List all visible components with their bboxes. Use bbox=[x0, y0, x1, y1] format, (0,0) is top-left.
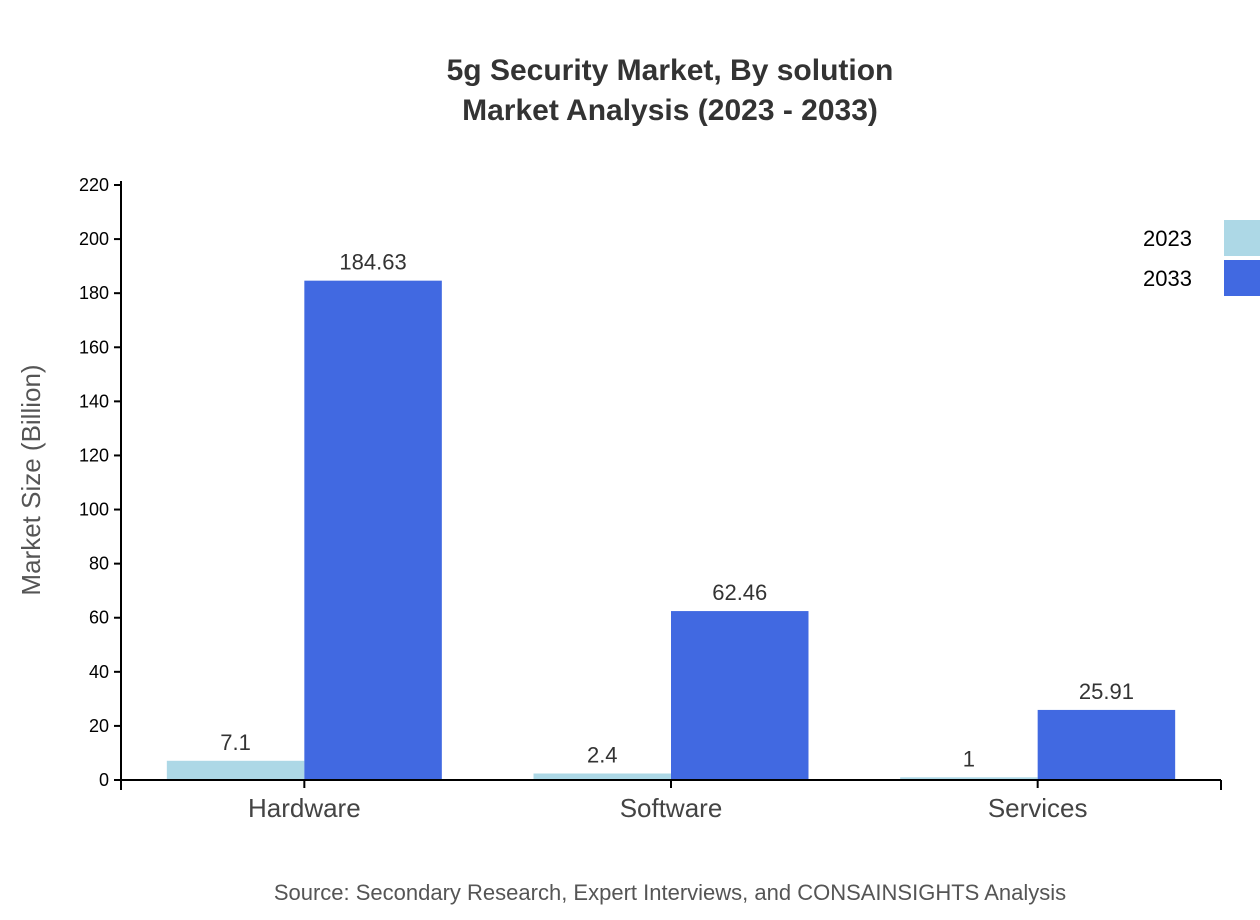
x-tick-label: Software bbox=[620, 793, 723, 823]
legend-label: 2033 bbox=[1143, 266, 1192, 291]
y-tick-label: 40 bbox=[89, 662, 109, 682]
data-label: 184.63 bbox=[339, 250, 406, 275]
data-label: 7.1 bbox=[220, 730, 251, 755]
y-axis: 0 20 40 60 80 100 120 140 160 180 200 220 bbox=[79, 175, 122, 790]
x-axis: Hardware Software Services bbox=[120, 779, 1222, 823]
bar-2033-hardware bbox=[304, 280, 442, 780]
y-tick-label: 80 bbox=[89, 554, 109, 574]
y-tick-label: 180 bbox=[79, 283, 109, 303]
data-label: 2.4 bbox=[587, 743, 618, 768]
y-tick-label: 140 bbox=[79, 391, 109, 411]
data-label: 62.46 bbox=[712, 580, 767, 605]
y-tick-label: 60 bbox=[89, 608, 109, 628]
y-axis-title: Market Size (Billion) bbox=[16, 364, 46, 595]
y-tick-label: 120 bbox=[79, 445, 109, 465]
x-tick-label: Services bbox=[988, 793, 1088, 823]
bar-2023-software bbox=[533, 773, 671, 780]
source-note: Source: Secondary Research, Expert Inter… bbox=[274, 880, 1066, 905]
bar-2033-software bbox=[671, 611, 809, 780]
chart-title: 5g Security Market, By solution bbox=[447, 54, 894, 87]
legend-label: 2023 bbox=[1143, 226, 1192, 251]
y-tick-label: 220 bbox=[79, 175, 109, 195]
chart-subtitle: Market Analysis (2023 - 2033) bbox=[462, 94, 878, 127]
y-tick-label: 0 bbox=[99, 770, 109, 790]
y-tick-label: 160 bbox=[79, 337, 109, 357]
y-tick-label: 200 bbox=[79, 229, 109, 249]
legend: 2023 2033 bbox=[1143, 220, 1260, 296]
y-tick-label: 100 bbox=[79, 500, 109, 520]
bar-2023-hardware bbox=[166, 760, 305, 780]
bar-2023-services bbox=[900, 777, 1038, 780]
legend-swatch-2033 bbox=[1224, 260, 1260, 296]
legend-swatch-2023 bbox=[1224, 220, 1260, 256]
bar-2033-services bbox=[1037, 709, 1176, 780]
y-tick-label: 20 bbox=[89, 716, 109, 736]
x-tick-label: Hardware bbox=[248, 793, 361, 823]
bars: 7.1 184.63 2.4 62.46 1 25.91 bbox=[166, 250, 1176, 780]
data-label: 25.91 bbox=[1079, 679, 1134, 704]
data-label: 1 bbox=[963, 746, 975, 771]
